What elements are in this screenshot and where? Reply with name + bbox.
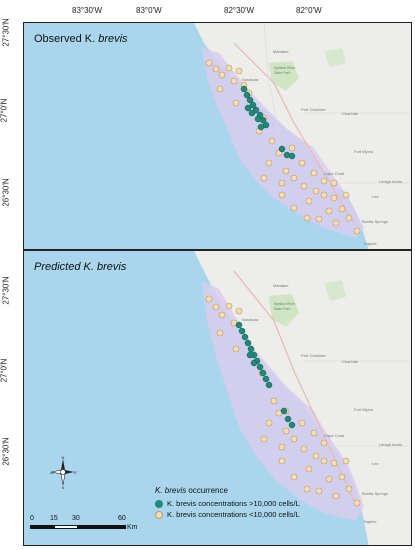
map-panel-predicted: Manatee Sarasota Myakka River State Park… — [23, 250, 412, 546]
place-label: Port Charlotte — [301, 353, 326, 358]
compass-w: W — [50, 470, 54, 475]
scale-tick: 60 — [118, 515, 126, 522]
high-occurrence-points — [240, 85, 296, 160]
place-label: Myakka River — [274, 66, 296, 70]
place-label: Lehigh Acres — [379, 442, 402, 447]
place-label: State Park — [274, 71, 291, 75]
road — [233, 270, 355, 502]
place-label: Lee — [372, 461, 379, 466]
place-label: Cape Coral — [324, 171, 344, 176]
lat-tick: 26°30'N — [1, 178, 11, 207]
place-label: Cape Coral — [324, 433, 344, 438]
place-label: Fort Myers — [354, 407, 373, 412]
panel-title-observed: Observed K. brevis — [34, 33, 128, 45]
legend-swatch-high — [155, 499, 163, 508]
map-predicted: Manatee Sarasota Myakka River State Park… — [194, 251, 411, 545]
place-label: Lehigh Acres — [379, 179, 402, 184]
lat-tick: 26°30'N — [1, 437, 11, 466]
place-label: Fort Myers — [354, 149, 373, 154]
lat-tick: 27°30'N — [1, 18, 11, 47]
legend-item-low: K. brevis concentrations <10,000 cells/L — [155, 509, 300, 520]
florida-land — [194, 251, 411, 545]
scale-tick: 30 — [72, 515, 80, 522]
high-occurrence-points — [235, 321, 296, 429]
place-label: Manatee — [273, 283, 289, 288]
place-label: Myakka River — [274, 302, 296, 306]
place-label: Sarasota — [242, 77, 259, 82]
lat-tick: 27°30'N — [1, 276, 11, 305]
lat-tick: 27°0'N — [0, 98, 9, 123]
place-label: State Park — [274, 307, 291, 311]
place-label: Sarasota — [242, 317, 259, 322]
legend-swatch-low — [155, 510, 163, 519]
florida-land — [194, 23, 411, 249]
place-label: Manatee — [273, 49, 289, 54]
scale-bar: 0 15 30 60 Km — [30, 515, 138, 531]
park-area — [269, 294, 299, 327]
place-label: Naples — [364, 241, 376, 246]
map-observed: Manatee Sarasota Myakka River State Park… — [194, 23, 411, 249]
compass-e: E — [74, 470, 77, 475]
north-arrow-icon: N S W E — [50, 455, 77, 489]
lon-tick: 83°30'W — [72, 6, 103, 15]
place-label: Naples — [364, 519, 376, 524]
compass-s: S — [62, 485, 65, 489]
lon-tick: 83°0'W — [136, 6, 162, 15]
park-area — [269, 61, 299, 91]
legend-item-high: K. brevis concentrations >10,000 cells/L — [155, 498, 300, 509]
study-area — [202, 48, 364, 238]
lon-tick: 82°30'W — [224, 6, 255, 15]
scale-tick: 15 — [50, 515, 58, 522]
road — [263, 23, 280, 134]
park-area — [324, 280, 346, 301]
place-label: Bonita Springs — [362, 491, 388, 496]
legend: K. brevis occurrence K. brevis concentra… — [155, 486, 300, 520]
place-label: Charlotte — [342, 111, 359, 116]
legend-title: K. brevis occurrence — [155, 486, 228, 495]
map-panel-observed: Manatee Sarasota Myakka River State Park… — [23, 22, 412, 250]
place-label: Port Charlotte — [301, 107, 326, 112]
place-label: Charlotte — [342, 359, 359, 364]
place-label: Lee — [372, 194, 379, 199]
scale-unit: Km — [127, 524, 138, 531]
compass-n: N — [62, 455, 65, 460]
scale-tick: 0 — [30, 515, 34, 522]
road — [233, 42, 355, 224]
place-label: Bonita Springs — [362, 219, 388, 224]
park-area — [324, 48, 346, 67]
lon-tick: 82°0'W — [296, 6, 322, 15]
low-occurrence-points — [205, 59, 361, 235]
panel-title-predicted: Predicted K. brevis — [34, 261, 127, 273]
lat-tick: 27°0'N — [0, 358, 9, 383]
